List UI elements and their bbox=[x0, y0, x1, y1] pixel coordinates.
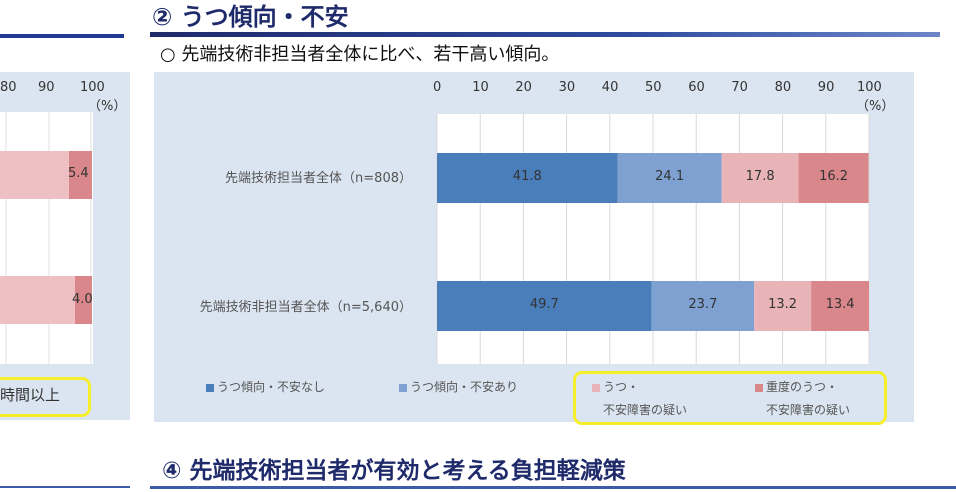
bar-segment bbox=[437, 281, 652, 331]
left-data-label-2: 4.0 bbox=[72, 292, 93, 307]
legend-item-no-depression: うつ傾向・不安なし bbox=[206, 378, 325, 395]
left-tick-100: 100 bbox=[80, 80, 105, 95]
bar-value-label: 16.2 bbox=[819, 169, 849, 184]
left-legend-highlight bbox=[0, 377, 91, 417]
next-section-bar bbox=[150, 486, 956, 489]
x-tick-label: 90 bbox=[817, 80, 835, 95]
left-tick-80: 80 bbox=[0, 80, 17, 95]
bar-value-label: 24.1 bbox=[655, 169, 685, 184]
x-tick-label: 10 bbox=[472, 80, 489, 95]
bar-segment bbox=[721, 153, 799, 203]
legend-item-depression: うつ傾向・不安あり bbox=[399, 378, 518, 395]
bar-value-label: 41.8 bbox=[512, 169, 542, 184]
x-tick-label: 0 bbox=[433, 80, 442, 95]
category-label-1: 先端技術担当者全体（n=808） bbox=[225, 171, 412, 186]
legend-label: うつ・ bbox=[603, 380, 640, 394]
left-data-label-1: 5.4 bbox=[68, 166, 89, 181]
section-title-bar bbox=[150, 32, 940, 37]
x-tick-label: 30 bbox=[558, 80, 576, 95]
legend-label-line2: 不安障害の疑い bbox=[766, 403, 851, 417]
bar-value-label: 23.7 bbox=[688, 297, 718, 312]
legend-swatch bbox=[755, 383, 763, 392]
bar-segment bbox=[437, 153, 618, 203]
bar-segment bbox=[651, 281, 755, 331]
bar-value-label: 13.2 bbox=[768, 297, 798, 312]
x-tick-label: 60 bbox=[688, 80, 705, 95]
category-label-2: 先端技術非担当者全体（n=5,640） bbox=[199, 300, 412, 315]
legend-swatch bbox=[206, 383, 214, 392]
left-chart-svg bbox=[0, 112, 93, 364]
bar-segment bbox=[811, 281, 869, 331]
left-bar-2-light bbox=[0, 276, 75, 324]
left-bar-2-dark bbox=[75, 276, 92, 324]
bar-segment bbox=[617, 153, 722, 203]
legend-label: 重度のうつ・ bbox=[766, 380, 839, 394]
left-section-bar bbox=[0, 34, 124, 38]
bars-group bbox=[437, 153, 869, 331]
bar-value-label: 17.8 bbox=[745, 169, 775, 184]
left-tick-90: 90 bbox=[38, 80, 55, 95]
bar-value-label: 13.4 bbox=[825, 297, 855, 312]
x-tick-label: 40 bbox=[601, 80, 619, 95]
legend-swatch bbox=[399, 383, 407, 392]
bar-segment bbox=[754, 281, 812, 331]
left-unit-label: （%） bbox=[88, 99, 127, 114]
left-chart-panel bbox=[0, 72, 130, 420]
bar-value-label: 49.7 bbox=[529, 297, 559, 312]
x-tick-label: 80 bbox=[774, 80, 792, 95]
x-tick-label: 70 bbox=[731, 80, 748, 95]
left-bar-1-dark bbox=[69, 151, 92, 199]
x-tick-label: 100 bbox=[857, 80, 882, 95]
section-title: ② うつ傾向・不安 bbox=[152, 3, 349, 31]
x-tick-label: 20 bbox=[515, 80, 532, 95]
next-section-title: ④ 先端技術担当者が有効と考える負担軽減策 bbox=[162, 458, 626, 484]
bar-segment bbox=[798, 153, 869, 203]
legend-label: うつ傾向・不安あり bbox=[410, 380, 519, 394]
legend-label: うつ傾向・不安なし bbox=[217, 380, 326, 394]
left-legend-fragment: 時間以上 bbox=[0, 386, 61, 404]
left-bar-1-light bbox=[0, 151, 69, 199]
left-section-divider bbox=[0, 486, 130, 488]
legend-item-severe-disorder-suspected: 重度のうつ・ bbox=[755, 378, 838, 395]
legend-swatch bbox=[592, 383, 600, 392]
subtitle: ○ 先端技術非担当者全体に比べ、若干高い傾向。 bbox=[160, 44, 560, 65]
legend-highlight bbox=[573, 371, 887, 425]
legend-item-disorder-suspected: うつ・ bbox=[592, 378, 639, 395]
x-tick-label: 50 bbox=[645, 80, 662, 95]
x-unit-label: （%） bbox=[856, 99, 895, 114]
legend-label-line2: 不安障害の疑い bbox=[603, 403, 688, 417]
